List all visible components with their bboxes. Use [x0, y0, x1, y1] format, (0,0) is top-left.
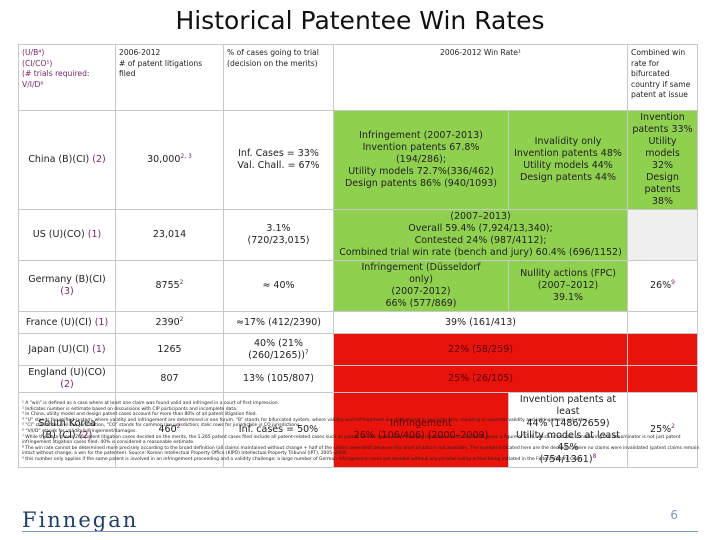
footnotes: ¹ A “win” is defined as a case where at …: [22, 401, 700, 463]
page-number: 6: [670, 508, 678, 522]
footnote: ³ In China, utility model and design pat…: [22, 412, 257, 418]
combined-germany: 26%9: [627, 260, 699, 312]
footnote: ⁴ “U” stands for unified system, where v…: [22, 417, 589, 423]
win-china-invalidity: Invalidity only Invention patents 48% Uti…: [507, 110, 629, 210]
country-us: US (U)(CO) (1): [18, 209, 116, 261]
header-country-key: (U/B⁴) (CI/CO⁵) (# trials required: V/I/…: [18, 44, 116, 111]
country-japan: Japan (U)(CI) (1): [18, 333, 116, 366]
combined-china: Invention patents 33% Utility models 32% D…: [627, 110, 699, 210]
footnote: ⁷ While the data shows 260 patent litiga…: [22, 434, 681, 446]
win-france: 39% (161/413): [332, 311, 629, 334]
filed-france: 23902: [115, 311, 224, 334]
footnote: ⁹ this number only applies if the same p…: [22, 456, 584, 462]
filed-japan: 1265: [115, 333, 224, 366]
win-germany-infringement: Infringement (Düsseldorf only) (2007-2012…: [333, 260, 509, 312]
footnote: ⁵ “CI” stands for civil law jurisdiction…: [22, 423, 301, 429]
filed-south-korea: 4602: [115, 392, 224, 468]
footer-divider: [22, 531, 698, 532]
table-row-china: China (B)(CI) (2) 30,0002, 3 Inf. Cases …: [18, 110, 699, 210]
trial-england: 13% (105/807): [223, 365, 334, 393]
finnegan-logo: Finnegan: [22, 508, 139, 532]
win-south-korea-infringement: Infringement 26% (106/406) (2000–2009): [333, 392, 509, 468]
footnote: ⁶ “V/I/D” stands for validity/infringeme…: [22, 428, 137, 434]
combined-england: [627, 365, 699, 393]
table-row-germany: Germany (B)(CI) (3) 87552 ≈ 40% Infringe…: [18, 260, 699, 312]
trial-france: ≈17% (412/2390): [223, 311, 334, 334]
table-row-us: US (U)(CO) (1) 23,014 3.1% (720/23,015) (…: [18, 209, 699, 261]
trial-japan: 40% (21% (260/1265))7: [223, 333, 334, 366]
footnote: ¹ A “win” is defined as a case where at …: [22, 401, 279, 406]
filed-us: 23,014: [115, 209, 224, 261]
country-china: China (B)(CI) (2): [18, 110, 116, 210]
win-us: (2007–2013) Overall 59.4% (7,924/13,340);…: [332, 209, 629, 261]
trial-us: 3.1% (720/23,015): [223, 209, 334, 261]
slide-title: Historical Patentee Win Rates: [175, 6, 545, 35]
win-england: 25% (26/105): [332, 365, 629, 393]
header-trial-percent: % of cases going to trial (decision on t…: [223, 44, 334, 111]
filed-england: 807: [115, 365, 224, 393]
table-row-england: England (U)(CO) (2) 807 13% (105/807) 25…: [18, 365, 699, 393]
win-south-korea-invalidity: Invention patents at least 44% (1486/265…: [507, 392, 629, 468]
footnote: ⁸ The win rate cannot be determined more…: [22, 445, 700, 457]
table-row-south-korea: South Korea (B) (CI) (2) 4602 Inf. cases…: [18, 392, 699, 468]
combined-japan: [627, 333, 699, 366]
win-japan: 22% (58/259): [332, 333, 629, 366]
header-litigations-filed: 2006-2012 # of patent litigations filed: [115, 44, 224, 111]
footnote: ² Indicates number is estimate based on …: [22, 406, 238, 412]
header-combined-win-rate: Combined win rate for bifurcated country…: [627, 44, 699, 111]
win-rate-table: (U/B⁴) (CI/CO⁵) (# trials required: V/I/…: [18, 44, 699, 468]
country-france: France (U)(CI) (1): [18, 311, 116, 334]
table-row-japan: Japan (U)(CI) (1) 1265 40% (21% (260/1265…: [18, 333, 699, 366]
win-china-infringement: Infringement (2007-2013) Invention patent…: [333, 110, 509, 210]
combined-france: [627, 311, 699, 334]
header-win-rate: 2006-2012 Win Rate¹: [332, 44, 629, 111]
trial-south-korea: Inf. cases = 50%: [223, 392, 334, 468]
trial-china: Inf. Cases = 33% Val. Chall. = 67%: [223, 110, 334, 210]
combined-us: [627, 209, 699, 261]
country-england: England (U)(CO) (2): [18, 365, 116, 393]
table-row-france: France (U)(CI) (1) 23902 ≈17% (412/2390)…: [18, 311, 699, 334]
filed-china: 30,0002, 3: [115, 110, 224, 210]
combined-south-korea: 25%2: [627, 392, 699, 468]
country-germany: Germany (B)(CI) (3): [18, 260, 116, 312]
trial-germany: ≈ 40%: [223, 260, 334, 312]
table-header-row: (U/B⁴) (CI/CO⁵) (# trials required: V/I/…: [18, 44, 699, 111]
filed-germany: 87552: [115, 260, 224, 312]
win-germany-nullity: Nullity actions (FPC) (2007–2012) 39.1%: [507, 260, 629, 312]
